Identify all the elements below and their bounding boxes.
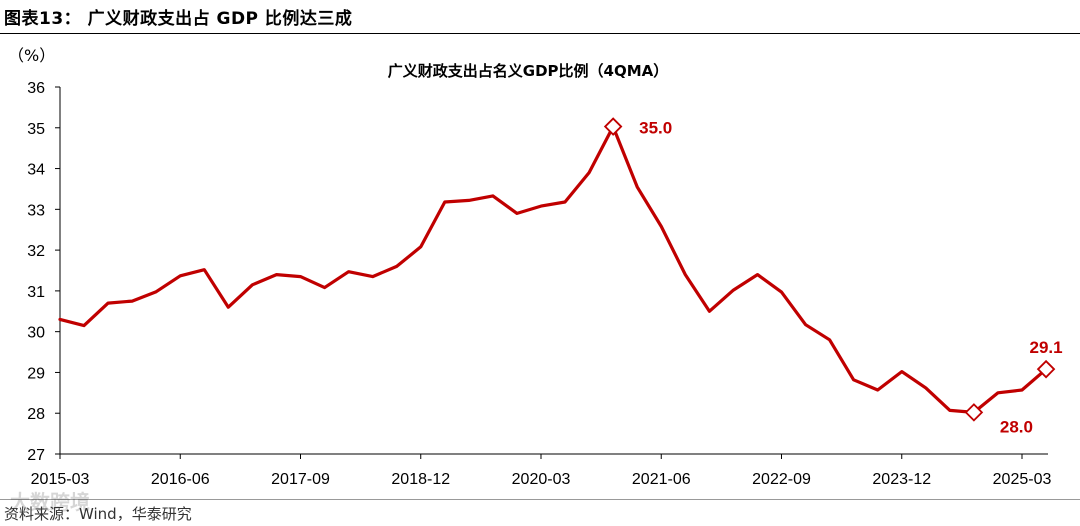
x-tick-label: 2018-12	[391, 471, 450, 488]
y-tick-label: 29	[27, 365, 45, 382]
x-tick-label: 2015-03	[31, 471, 90, 488]
diamond-marker	[1036, 359, 1056, 379]
y-tick-label: 28	[27, 406, 45, 423]
y-axis: 27 28 29 30 31 32 33 34 35 36	[27, 80, 61, 464]
y-tick-label: 30	[27, 325, 45, 342]
data-label: 29.1	[1030, 338, 1063, 357]
x-tick-label: 2016-06	[151, 471, 210, 488]
line-chart: 广义财政支出占名义GDP比例（4QMA） （%） 27 28 29 30 31 32 33 3…	[8, 46, 1063, 488]
annotation-layer: 35.0 28.0 29.1	[603, 117, 1063, 436]
y-axis-label: （%）	[8, 46, 55, 65]
x-tick-label: 2021-06	[632, 471, 691, 488]
x-axis: 2015-03 2016-06 2017-09 2018-12 2020-03 2021-…	[31, 453, 1052, 488]
figure-header: 图表13： 广义财政支出占 GDP 比例达三成	[0, 0, 1080, 34]
x-tick-label: 2025-03	[993, 471, 1052, 488]
source-note: 资料来源：Wind，华泰研究	[4, 505, 192, 523]
x-tick-label: 2023-12	[872, 471, 931, 488]
diamond-marker	[964, 403, 984, 422]
diamond-marker	[603, 117, 623, 136]
data-label: 28.0	[1000, 417, 1033, 436]
series-layer	[58, 124, 1048, 414]
figure-title: 图表13： 广义财政支出占 GDP 比例达三成	[4, 9, 353, 29]
chart-title: 广义财政支出占名义GDP比例（4QMA）	[388, 62, 668, 80]
data-label: 35.0	[639, 119, 672, 138]
y-tick-label: 36	[27, 80, 45, 97]
y-tick-label: 27	[27, 447, 45, 464]
x-tick-label: 2022-09	[752, 471, 811, 488]
y-tick-label: 31	[27, 284, 45, 301]
bottom-rule	[0, 499, 1080, 500]
y-tick-label: 34	[27, 162, 45, 179]
series-line	[58, 124, 1048, 414]
y-tick-label: 32	[27, 243, 45, 260]
y-tick-label: 33	[27, 202, 45, 219]
x-tick-label: 2020-03	[512, 471, 571, 488]
x-tick-label: 2017-09	[271, 471, 330, 488]
y-tick-label: 35	[27, 121, 45, 138]
